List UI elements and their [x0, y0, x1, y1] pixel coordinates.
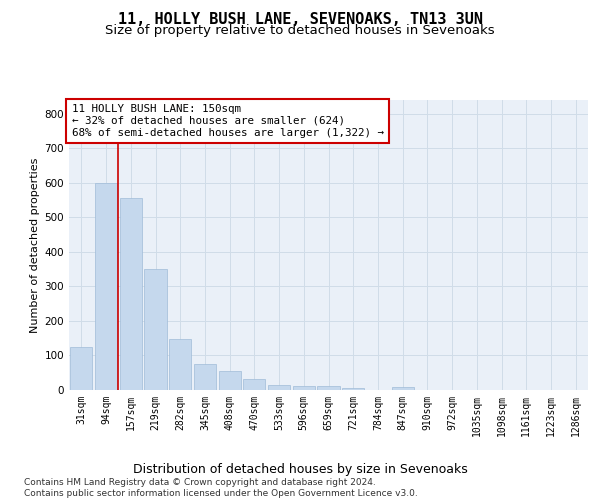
Bar — [392, 387, 414, 390]
Bar — [243, 379, 265, 390]
Bar — [194, 364, 216, 390]
Bar — [218, 371, 241, 390]
Bar — [317, 386, 340, 390]
Y-axis label: Number of detached properties: Number of detached properties — [31, 158, 40, 332]
Bar — [342, 388, 364, 390]
Bar — [169, 339, 191, 390]
Text: Contains HM Land Registry data © Crown copyright and database right 2024.
Contai: Contains HM Land Registry data © Crown c… — [24, 478, 418, 498]
Bar — [95, 183, 117, 390]
Text: Size of property relative to detached houses in Sevenoaks: Size of property relative to detached ho… — [105, 24, 495, 37]
Text: Distribution of detached houses by size in Sevenoaks: Distribution of detached houses by size … — [133, 462, 467, 475]
Bar — [268, 385, 290, 390]
Bar — [70, 347, 92, 390]
Bar — [119, 198, 142, 390]
Bar — [145, 269, 167, 390]
Bar — [293, 386, 315, 390]
Text: 11 HOLLY BUSH LANE: 150sqm
← 32% of detached houses are smaller (624)
68% of sem: 11 HOLLY BUSH LANE: 150sqm ← 32% of deta… — [71, 104, 383, 138]
Text: 11, HOLLY BUSH LANE, SEVENOAKS, TN13 3UN: 11, HOLLY BUSH LANE, SEVENOAKS, TN13 3UN — [118, 12, 482, 28]
